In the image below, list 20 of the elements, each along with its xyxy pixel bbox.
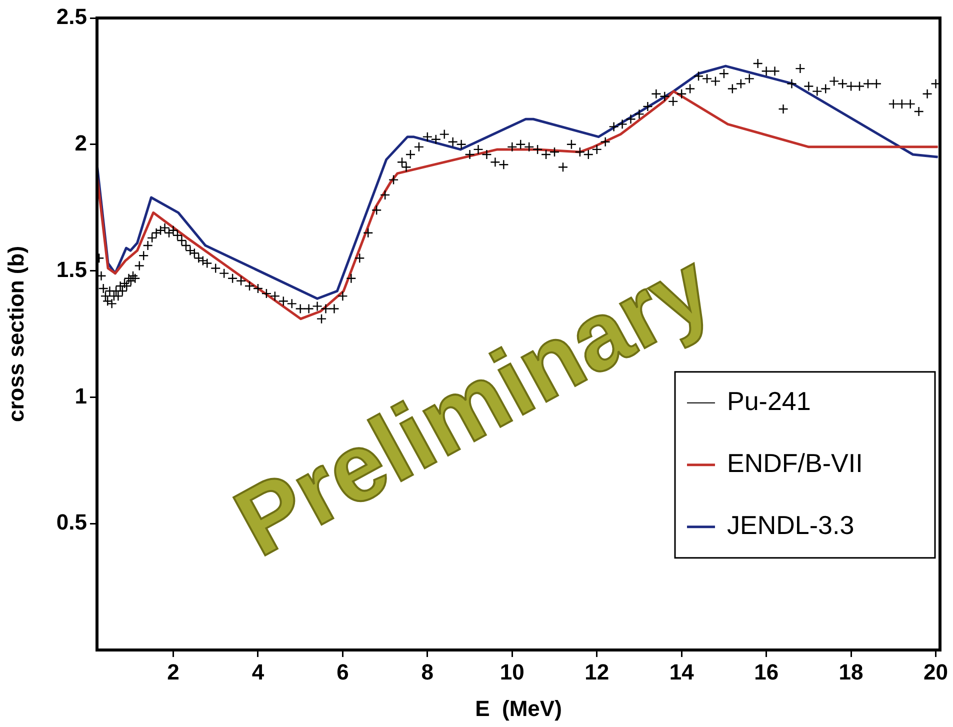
x-tick-label: 2 bbox=[167, 659, 180, 684]
x-tick-label: 14 bbox=[669, 659, 695, 684]
y-tick-label: 1.5 bbox=[56, 256, 87, 282]
x-tick-label: 4 bbox=[252, 659, 265, 684]
legend-label: JENDL-3.3 bbox=[727, 510, 854, 540]
y-tick-label: 1 bbox=[74, 383, 87, 408]
x-tick-label: 20 bbox=[924, 659, 948, 684]
y-tick-label: 2 bbox=[74, 130, 87, 156]
x-tick-label: 12 bbox=[584, 659, 610, 684]
x-tick-label: 10 bbox=[500, 659, 524, 684]
x-tick-label: 6 bbox=[336, 659, 349, 684]
legend-label: Pu-241 bbox=[727, 386, 811, 416]
y-tick-label: 2.5 bbox=[56, 4, 87, 30]
y-tick-label: 0.5 bbox=[56, 510, 87, 535]
x-tick-label: 16 bbox=[754, 659, 779, 684]
legend-label: ENDF/B-VII bbox=[727, 448, 863, 478]
y-axis-title: cross section (b) bbox=[3, 246, 28, 422]
x-tick-label: 8 bbox=[421, 659, 434, 684]
x-tick-label: 18 bbox=[838, 659, 864, 684]
x-axis-title: E (MeV) bbox=[475, 696, 562, 721]
